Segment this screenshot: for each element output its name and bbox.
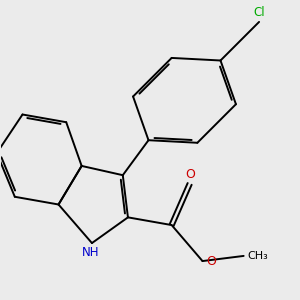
Text: CH₃: CH₃ [247, 251, 268, 261]
Text: O: O [206, 255, 216, 268]
Text: Cl: Cl [253, 6, 265, 20]
Text: O: O [185, 168, 195, 181]
Text: NH: NH [82, 246, 99, 260]
